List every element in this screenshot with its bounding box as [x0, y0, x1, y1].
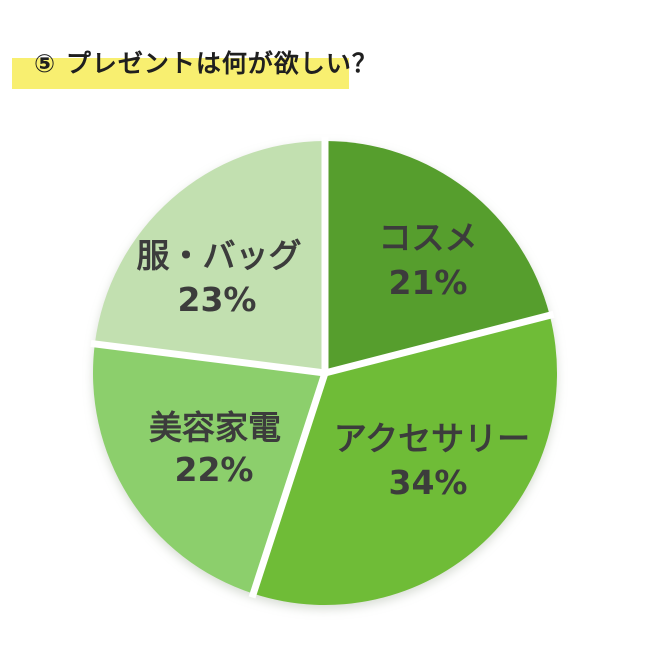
slice-label-2: 美容家電: [149, 408, 281, 447]
slice-value-3: 23%: [178, 280, 257, 319]
title-highlight-bar: [12, 58, 349, 89]
slice-separator: [324, 310, 555, 377]
page-title: ⑤ プレゼントは何が欲しい？: [12, 44, 378, 89]
slice-label-0: コスメ: [379, 218, 478, 257]
slice-value-0: 21%: [389, 263, 468, 302]
pie-slice-2: [92, 343, 325, 594]
slice-value-1: 34%: [389, 463, 468, 502]
slice-label-1: アクセサリー: [334, 419, 530, 458]
slice-label-3: 服・バッグ: [137, 236, 302, 275]
pie-slice-0: [325, 141, 550, 373]
pie-slice-3: [94, 141, 325, 373]
slice-separator: [90, 339, 326, 377]
pie-slice-1: [253, 315, 558, 606]
pie-slices: [92, 141, 558, 606]
slice-value-2: 22%: [175, 450, 254, 489]
page-title-text: ⑤ プレゼントは何が欲しい？: [34, 49, 378, 78]
slice-separator: [248, 371, 329, 599]
